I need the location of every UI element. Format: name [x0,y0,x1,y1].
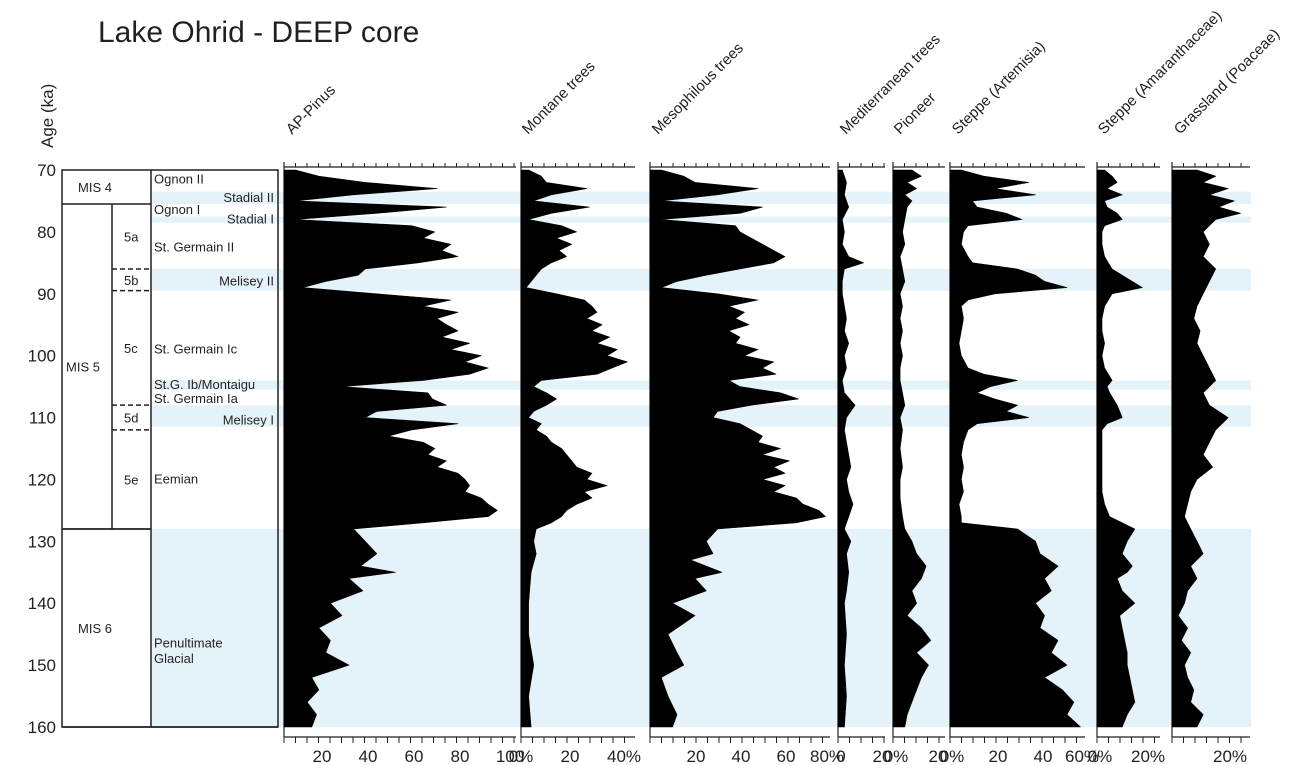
climate-band [151,216,1251,223]
substage-label: 5b [124,273,138,288]
event-label: Penultimate [154,635,223,650]
mis-label: MIS 4 [78,180,112,195]
series-silhouette [837,169,864,728]
x-tick-label: 40 [359,747,378,765]
event-label: Glacial [154,651,194,666]
substage-label: 5a [124,230,139,245]
x-tick-label: 60% [1065,747,1099,765]
series-silhouette [283,169,498,728]
x-tick-label: 20 [929,747,948,765]
panel-2: Mesophilous trees 20 40 60 80% [649,40,844,765]
event-label: Ognon II [154,171,204,186]
substage-label: 5c [124,341,138,356]
x-tick-label: 20 [313,747,332,765]
age-tick-label: 80 [37,223,56,242]
age-tick-label: 150 [28,656,56,675]
x-tick-label: 60 [405,747,424,765]
age-tick-label: 140 [28,594,56,613]
chart-title: Lake Ohrid - DEEP core [98,16,419,49]
x-tick-label: 0% [509,747,534,765]
mis-label: MIS 5 [66,359,100,374]
x-tick-label: 20 [989,747,1008,765]
age-axis: 70 80 90 100 110 120 130 140 150 160 [28,161,278,737]
x-tick-label: 0% [1088,747,1113,765]
event-label: Stadial I [227,212,274,227]
series-silhouette [949,169,1081,728]
x-tick-label: 40 [732,747,751,765]
event-label: St. Germain Ia [154,391,239,406]
event-label: Melisey II [219,273,274,288]
x-tick-label: 20% [1131,747,1165,765]
age-tick-label: 130 [28,532,56,551]
series-label: Mediterranean trees [837,31,944,138]
event-label: Stadial II [223,190,274,205]
event-label: St. Germain II [154,239,234,254]
x-tick-label: 0% [884,747,909,765]
event-label: Eemian [154,471,198,486]
series-label: Montane trees [519,58,599,138]
x-tick-label: 0 [836,747,845,765]
event-label: St.G. Ib/Montaigu [154,377,255,392]
series-silhouette [1171,169,1241,728]
x-tick-label: 20 [561,747,580,765]
series-label: Steppe (Artemisia) [949,38,1049,138]
event-label: St. Germain Ic [154,341,238,356]
event-label: Ognon I [154,202,200,217]
x-tick-label: 100 [496,747,524,765]
series-label: Mesophilous trees [649,40,747,138]
age-tick-label: 110 [29,409,56,428]
x-tick-label: 0% [940,747,965,765]
x-tick-label: 60 [777,747,796,765]
age-tick-label: 90 [37,285,56,304]
substage-label: 5e [124,472,138,487]
series-silhouette [649,169,826,728]
series-label: AP-Pinus [283,82,339,138]
x-tick-label: 20% [1213,747,1247,765]
mis-label: MIS 6 [78,621,112,636]
event-label: Melisey I [223,413,274,428]
y-axis-label: Age (ka) [38,84,57,148]
x-tick-label: 20 [687,747,706,765]
series-label: Pioneer [891,89,940,138]
age-tick-label: 160 [28,718,56,737]
series-silhouette [520,169,628,728]
x-tick-label: 40% [607,747,641,765]
series-label: Steppe (Amaranthaceae) [1095,7,1226,138]
x-tick-label: 80% [810,747,844,765]
x-tick-label: 80 [451,747,470,765]
age-tick-label: 100 [28,347,56,366]
age-tick-label: 70 [37,161,56,180]
series-silhouette [892,169,932,728]
x-tick-label: 20 [873,747,892,765]
substage-label: 5d [124,411,138,426]
stratigraphy-panel: MIS 4 MIS 5 MIS 6 5a 5b 5c 5d 5e Ognon II Stadial… [61,169,279,728]
age-tick-label: 120 [28,470,56,489]
x-tick-label: 40 [1034,747,1053,765]
series-silhouette [1096,169,1143,728]
